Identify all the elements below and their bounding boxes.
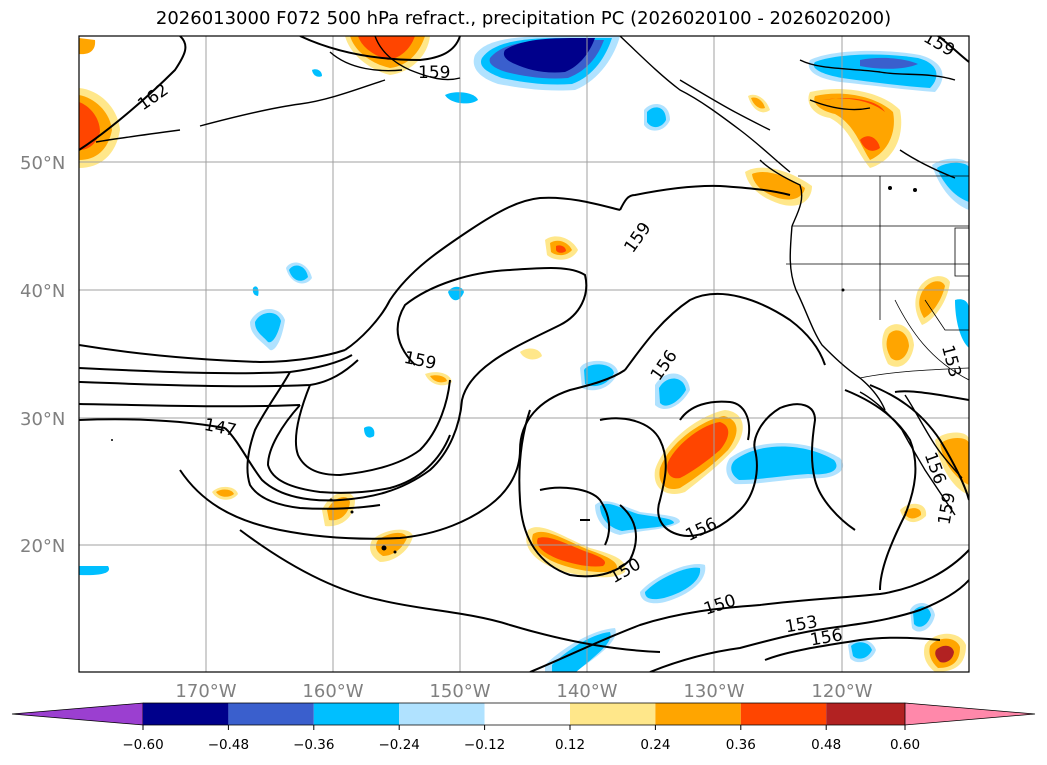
lat-label: 50°N [20, 153, 65, 174]
precip-blob-negative [473, 36, 620, 91]
political-borders [786, 175, 969, 381]
colorbar-tick-label: −0.48 [208, 737, 249, 753]
lat-label: 30°N [20, 409, 65, 430]
precip-blob-positive [808, 89, 902, 168]
precip-blob-negative [659, 378, 686, 406]
colorbar-tick-label: 0.36 [726, 737, 756, 753]
colorbar-tick-label: −0.12 [464, 737, 505, 753]
precip-blob-negative [955, 299, 969, 348]
map-title: 2026013000 F072 500 hPa refract., precip… [155, 8, 892, 29]
precip-blob-negative [289, 265, 308, 281]
precip-blob-positive [745, 167, 812, 206]
colorbar: −0.60 −0.48 −0.36 −0.24 −0.12 0.12 0.24 … [11, 702, 1036, 753]
precip-blob-positive [430, 375, 447, 383]
precip-blob-positive [216, 489, 234, 497]
lon-label: 160°W [302, 681, 363, 702]
precip-blob-negative [552, 632, 611, 672]
lat-label: 40°N [20, 281, 65, 302]
precip-blob-negative [252, 286, 259, 296]
precip-blob-positive [751, 97, 765, 109]
precip-blob-negative [647, 107, 666, 128]
colorbar-tick-label: 0.12 [555, 737, 585, 753]
precip-blob-negative [851, 642, 872, 659]
graticule [79, 36, 969, 672]
colorbar-tick-label: −0.24 [379, 737, 420, 753]
precip-blob-positive [886, 330, 909, 361]
precip-blob-positive [79, 38, 96, 55]
colorbar-bin [484, 703, 570, 725]
lon-label: 130°W [683, 681, 744, 702]
precip-blob-positive [904, 508, 922, 519]
colorbar-extend-high [904, 702, 1036, 726]
latitude-labels: 50°N 40°N 30°N 20°N [20, 153, 65, 557]
precip-blob-negative [584, 364, 614, 387]
colorbar-tick-label: −0.60 [122, 737, 163, 753]
colorbar-tick-label: 0.60 [890, 737, 920, 753]
lon-label: 140°W [556, 681, 617, 702]
precip-blob-positive [935, 645, 954, 663]
colorbar-bin [570, 703, 656, 725]
colorbar-bin [313, 703, 400, 725]
precip-blob-negative [364, 426, 375, 438]
map-area: 162 159 159 159 156 147 156 150 150 153 … [79, 36, 969, 672]
precip-blob-negative [79, 566, 110, 576]
colorbar-bin [655, 703, 741, 725]
colorbar-outline [143, 702, 905, 726]
colorbar-tick-label: 0.24 [640, 737, 670, 753]
longitude-labels: 170°W 160°W 150°W 140°W 130°W 120°W [175, 681, 872, 702]
precip-blob-negative [645, 567, 701, 600]
colorbar-tick-label: 0.48 [811, 737, 841, 753]
refractivity-contours [79, 36, 969, 672]
lon-label: 150°W [429, 681, 490, 702]
colorbar-bin [228, 703, 314, 725]
map-frame [78, 35, 970, 673]
lon-label: 170°W [175, 681, 236, 702]
precip-blob-negative [937, 162, 969, 202]
precip-blob-negative [445, 92, 478, 104]
precip-blob-positive [654, 410, 743, 494]
colorbar-extend-low [11, 702, 144, 726]
precip-blob-positive [520, 348, 542, 360]
colorbar-bin [826, 703, 905, 725]
colorbar-tick-label: −0.36 [293, 737, 334, 753]
lat-label: 20°N [20, 536, 65, 557]
lon-label: 120°W [811, 681, 872, 702]
precip-blob-negative [600, 503, 674, 531]
contour-label: 159 [418, 63, 450, 83]
precip-blob-negative [255, 312, 281, 343]
colorbar-tick-marks [142, 725, 906, 730]
colorbar-bin [143, 703, 229, 725]
colorbar-bin [399, 703, 485, 725]
colorbar-bin [740, 703, 827, 725]
precip-blob-positive [556, 245, 566, 253]
precip-blob-negative [312, 69, 322, 77]
precip-blob-positive [940, 438, 969, 485]
